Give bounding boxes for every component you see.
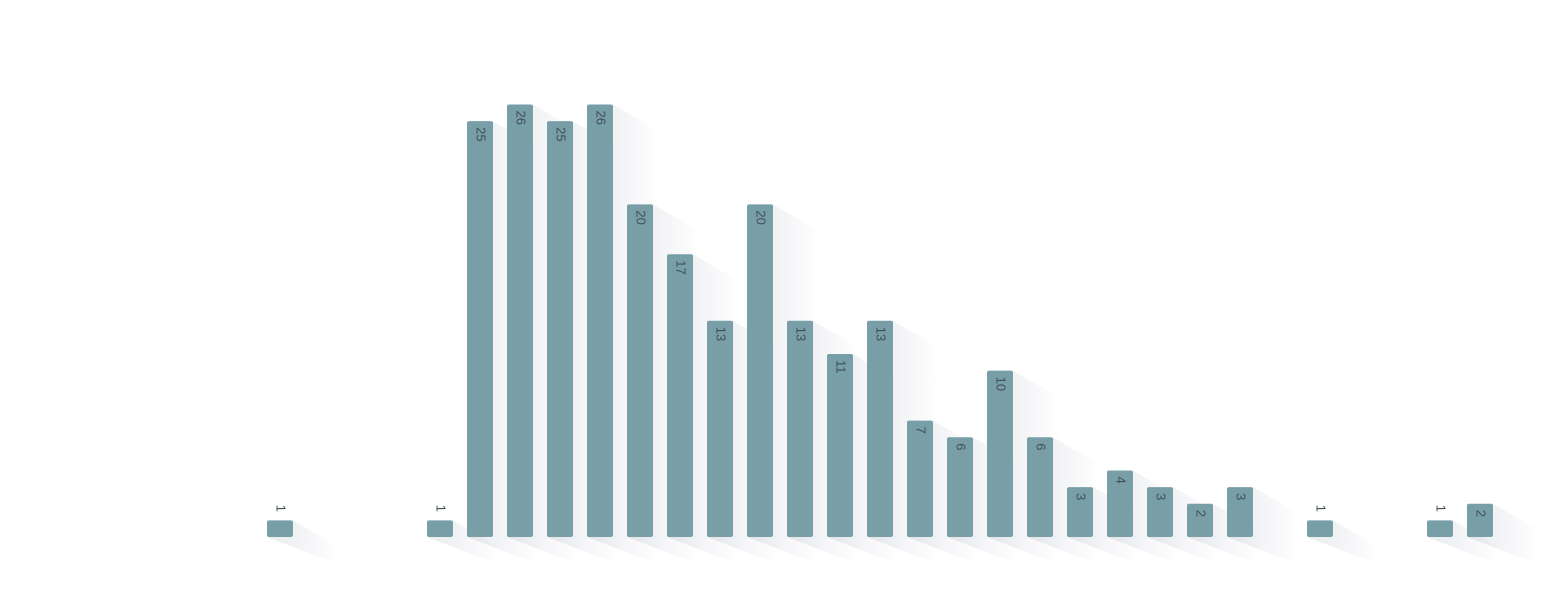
bar xyxy=(667,254,693,537)
data-label: 7 xyxy=(914,427,929,434)
data-label: 6 xyxy=(1034,443,1049,450)
data-label: 13 xyxy=(874,327,889,341)
data-label: 2 xyxy=(1474,510,1489,517)
data-label: 17 xyxy=(674,260,689,274)
data-label: 1 xyxy=(1314,505,1329,512)
bar xyxy=(267,520,293,537)
bar xyxy=(827,354,853,537)
bar xyxy=(1307,520,1333,537)
bar xyxy=(867,320,893,537)
bar xyxy=(1187,503,1213,537)
data-label: 20 xyxy=(754,210,769,224)
bar xyxy=(987,370,1013,537)
bar xyxy=(427,520,453,537)
data-label: 26 xyxy=(594,111,609,125)
data-label: 25 xyxy=(474,127,489,141)
bar xyxy=(627,204,653,538)
bar-shadow xyxy=(1187,503,1261,565)
bar xyxy=(787,320,813,537)
bar-shadow xyxy=(1307,520,1381,565)
data-label: 20 xyxy=(634,210,649,224)
bar xyxy=(1147,487,1173,537)
data-label: 10 xyxy=(994,377,1009,391)
data-label: 1 xyxy=(434,505,449,512)
bar xyxy=(587,104,613,538)
bar xyxy=(1227,487,1253,537)
data-label: 11 xyxy=(834,360,849,374)
bar-shadow xyxy=(1427,520,1501,565)
bar xyxy=(507,104,533,538)
data-label: 4 xyxy=(1114,476,1129,483)
bar xyxy=(907,420,933,537)
bar xyxy=(947,437,973,537)
data-label: 1 xyxy=(274,505,289,512)
bar xyxy=(1427,520,1453,537)
bar-shadow xyxy=(267,520,341,565)
bar xyxy=(1027,437,1053,537)
bar xyxy=(707,320,733,537)
data-label: 2 xyxy=(1194,510,1209,517)
bar-shadow xyxy=(1227,487,1301,565)
data-label: 25 xyxy=(554,127,569,141)
data-label: 3 xyxy=(1154,493,1169,500)
data-label: 26 xyxy=(514,111,529,125)
bar-shadow xyxy=(427,520,501,565)
data-label: 6 xyxy=(954,443,969,450)
bar xyxy=(747,204,773,538)
data-label: 3 xyxy=(1234,493,1249,500)
bar xyxy=(547,121,573,538)
bar xyxy=(1107,470,1133,537)
bar xyxy=(467,121,493,538)
shadows xyxy=(267,104,1541,566)
bar xyxy=(1067,487,1093,537)
data-label: 13 xyxy=(714,327,729,341)
bar-shadow xyxy=(1467,503,1541,565)
data-label: 1 xyxy=(1434,505,1449,512)
data-label: 13 xyxy=(794,327,809,341)
bar xyxy=(1467,503,1493,537)
data-label: 3 xyxy=(1074,493,1089,500)
